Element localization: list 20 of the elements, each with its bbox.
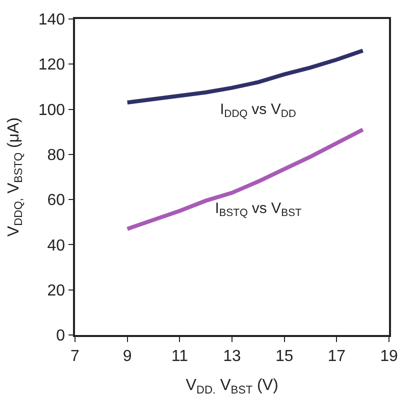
x-tick-label: 7 [70,348,80,365]
x-tick-label: 11 [171,348,188,365]
x-tick-label: 19 [380,348,398,365]
y-tick-label: 120 [38,56,66,74]
series-label: I$_{BSTQ}$ vs V$_{BST}$ [215,200,302,220]
y-tick-label: 60 [47,192,66,210]
series-label: I$_{DDQ}$ vs V$_{DD}$ [220,101,296,120]
line-series [125,128,365,231]
x-tick-label: 17 [328,348,346,365]
y-tick-label: 140 [38,12,66,29]
y-tick-label: 100 [38,102,66,119]
x-axis-title: V$_{DD.}$ V$_{BST}$ (V) [186,377,278,397]
x-tick-label: 13 [223,348,241,365]
y-tick-label: 0 [56,328,66,345]
y-tick-label: 40 [47,237,66,254]
y-tick-label: 80 [47,147,66,164]
y-tick-label: 20 [47,282,66,300]
x-tick-label: 9 [122,348,132,365]
x-tick-label: 15 [275,348,294,365]
line-series [125,48,365,105]
